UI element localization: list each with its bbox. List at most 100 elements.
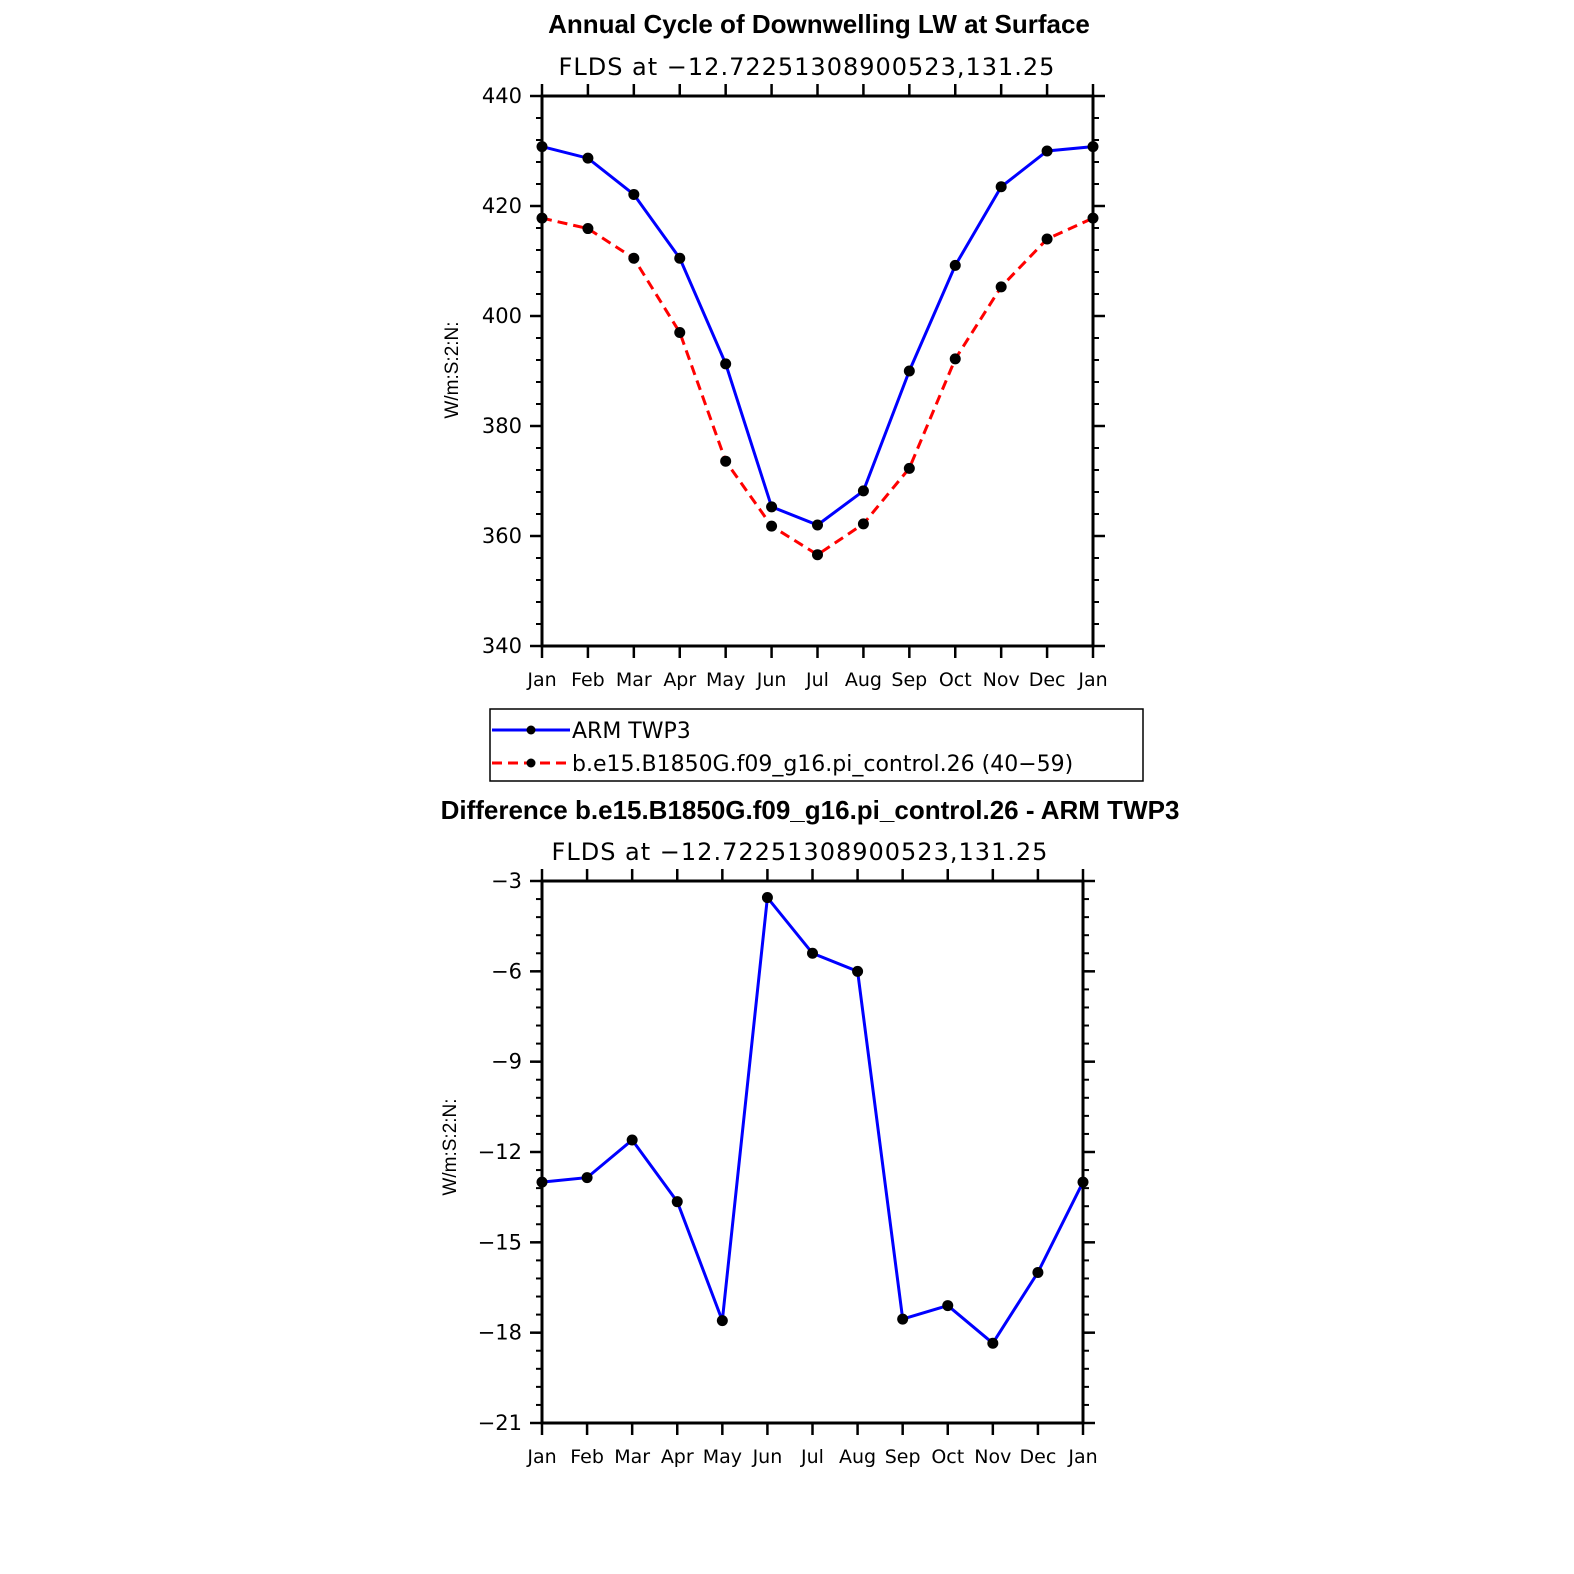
x-tick-label: Jul xyxy=(800,1446,824,1468)
data-point xyxy=(812,519,823,531)
y-tick-label: −18 xyxy=(478,1321,522,1345)
x-tick-label: Dec xyxy=(1029,669,1066,691)
legend-item-model: b.e15.B1850G.f09_g16.pi_control.26 (40−5… xyxy=(492,752,1073,777)
x-tick-label: Oct xyxy=(939,669,972,691)
data-point xyxy=(761,892,773,904)
y-tick-label: 380 xyxy=(482,414,522,438)
data-point xyxy=(766,501,778,513)
x-tick-label: Jul xyxy=(805,669,829,691)
x-tick-label: Jan xyxy=(526,669,556,691)
x-tick-label: Aug xyxy=(839,1446,876,1468)
chart-bottom: Difference b.e15.B1850G.f09_g16.pi_contr… xyxy=(440,795,1179,1468)
chart-title-bottom: Difference b.e15.B1850G.f09_g16.pi_contr… xyxy=(441,795,1180,825)
y-tick-label: 420 xyxy=(482,194,522,218)
y-axis-label-bottom: W/m:S:2:N: xyxy=(440,1098,461,1195)
chart-subtitle-top: FLDS at −12.72251308900523,131.25 xyxy=(559,53,1056,81)
x-tick-label: Nov xyxy=(974,1446,1011,1468)
top-series-lines xyxy=(541,145,1094,557)
series-line-0 xyxy=(541,893,1085,1346)
chart-top: Annual Cycle of Downwelling LW at Surfac… xyxy=(442,9,1108,691)
data-point xyxy=(674,327,686,338)
data-point xyxy=(626,1134,638,1146)
x-tick-label: Feb xyxy=(571,669,605,691)
y-tick-label: −9 xyxy=(491,1050,522,1074)
data-point xyxy=(720,358,732,370)
data-point xyxy=(857,485,869,497)
x-tick-label: Sep xyxy=(885,1446,921,1468)
data-point xyxy=(1041,233,1053,245)
x-tick-label: Jun xyxy=(756,669,787,691)
y-tick-label: 400 xyxy=(482,304,522,328)
data-point xyxy=(903,462,915,474)
data-point xyxy=(720,455,732,467)
data-point xyxy=(628,188,640,200)
x-tick-label: Mar xyxy=(614,1446,650,1468)
x-tick-label: May xyxy=(706,669,745,691)
bottom-series-lines xyxy=(541,893,1085,1346)
data-point xyxy=(716,1315,728,1327)
data-point xyxy=(628,252,640,264)
data-point xyxy=(942,1300,954,1312)
legend-marker-model xyxy=(526,758,536,768)
data-point xyxy=(812,549,823,561)
x-tick-label: Jun xyxy=(752,1446,783,1468)
data-point xyxy=(1041,145,1053,157)
top-x-tick-labels: Jan Feb Mar Apr May Jun Jul Aug Sep Oct Nov Dec Jan xyxy=(526,669,1107,691)
series-line-0 xyxy=(541,145,1094,527)
x-tick-label: Feb xyxy=(570,1446,604,1468)
x-tick-label: May xyxy=(703,1446,742,1468)
x-tick-label: Mar xyxy=(616,669,652,691)
data-point xyxy=(995,281,1007,293)
data-point xyxy=(903,365,915,377)
data-point xyxy=(671,1196,683,1208)
y-tick-label: −21 xyxy=(478,1411,522,1435)
chart-title-top: Annual Cycle of Downwelling LW at Surfac… xyxy=(548,9,1090,39)
bottom-x-tick-labels: Jan Feb Mar Apr May Jun Jul Aug Sep Oct Nov Dec Jan xyxy=(526,1446,1097,1468)
x-tick-label: Apr xyxy=(661,1446,694,1468)
legend-marker-arm xyxy=(526,725,536,735)
plot-frame-bottom xyxy=(540,879,1085,1425)
series-line-1 xyxy=(541,216,1094,557)
chart-subtitle-bottom: FLDS at −12.72251308900523,131.25 xyxy=(552,838,1049,866)
data-point xyxy=(897,1313,909,1325)
plot-frame-top xyxy=(540,94,1095,648)
top-y-tick-labels: 440 420 400 380 360 340 xyxy=(482,84,522,658)
x-tick-label: Jan xyxy=(526,1446,556,1468)
y-axis-label-top: W/m:S:2:N: xyxy=(442,321,463,418)
data-point xyxy=(995,181,1007,193)
top-series-points xyxy=(536,141,1099,561)
top-axis-ticks xyxy=(530,84,1105,658)
x-tick-label: Sep xyxy=(891,669,927,691)
data-point xyxy=(581,1172,593,1184)
x-tick-label: Jan xyxy=(1067,1446,1097,1468)
legend-item-arm: ARM TWP3 xyxy=(492,719,691,744)
y-tick-label: 340 xyxy=(482,634,522,658)
bottom-series-points xyxy=(536,892,1089,1349)
y-tick-label: −15 xyxy=(478,1230,522,1254)
x-tick-label: Oct xyxy=(931,1446,964,1468)
bottom-y-tick-labels: −3 −6 −9 −12 −15 −18 −21 xyxy=(478,869,522,1435)
y-tick-label: −6 xyxy=(491,959,522,983)
legend-label-arm: ARM TWP3 xyxy=(572,719,691,744)
x-tick-label: Nov xyxy=(983,669,1020,691)
x-tick-label: Dec xyxy=(1020,1446,1057,1468)
data-point xyxy=(949,259,961,271)
data-point xyxy=(674,252,686,264)
y-tick-label: 440 xyxy=(482,84,522,108)
data-point xyxy=(857,518,869,530)
data-point xyxy=(852,965,864,977)
x-tick-label: Aug xyxy=(845,669,882,691)
x-tick-label: Jan xyxy=(1077,669,1107,691)
data-point xyxy=(949,353,961,365)
y-tick-label: 360 xyxy=(482,524,522,548)
data-point xyxy=(582,152,594,164)
legend-label-model: b.e15.B1850G.f09_g16.pi_control.26 (40−5… xyxy=(572,752,1073,777)
y-tick-label: −12 xyxy=(478,1140,522,1164)
y-tick-label: −3 xyxy=(491,869,522,893)
data-point xyxy=(1032,1266,1044,1278)
data-point xyxy=(582,223,594,235)
data-point xyxy=(807,947,818,959)
legend: ARM TWP3 b.e15.B1850G.f09_g16.pi_control… xyxy=(489,708,1144,782)
x-tick-label: Apr xyxy=(663,669,696,691)
